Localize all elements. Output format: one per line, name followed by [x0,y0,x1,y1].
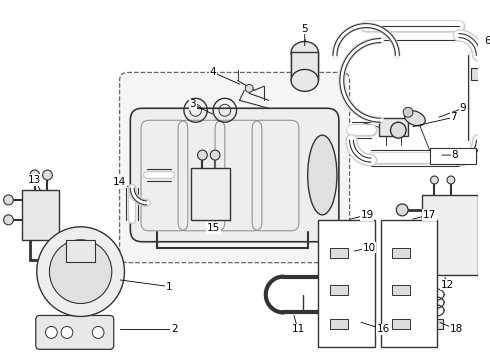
Circle shape [396,234,408,246]
Bar [349,319,365,329]
Text: 14: 14 [113,177,126,187]
Circle shape [428,259,435,267]
Circle shape [61,327,73,338]
FancyBboxPatch shape [130,108,339,242]
Text: 8: 8 [452,150,458,160]
Text: 17: 17 [423,210,436,220]
Bar [379,118,408,136]
Text: 15: 15 [206,223,220,233]
Text: 5: 5 [301,24,308,33]
Circle shape [335,247,345,257]
Bar [430,148,476,164]
Circle shape [391,122,406,138]
Text: 6: 6 [485,36,490,46]
Text: 19: 19 [361,210,374,220]
Text: 2: 2 [171,324,177,334]
Text: 12: 12 [441,280,454,289]
Bar [330,248,347,258]
Text: 10: 10 [363,243,376,253]
Text: 18: 18 [450,324,464,334]
Circle shape [349,259,357,267]
Circle shape [197,150,207,160]
Bar [330,285,347,294]
Circle shape [92,327,104,338]
Bar [422,195,478,275]
Circle shape [30,170,40,180]
Text: 4: 4 [210,67,217,77]
Circle shape [447,176,455,184]
Bar [191,168,230,220]
Bar [471,68,490,80]
Circle shape [43,170,52,180]
Bar [392,319,410,329]
Ellipse shape [347,271,355,285]
Bar [330,319,347,329]
Circle shape [49,240,112,303]
Ellipse shape [291,41,318,63]
FancyBboxPatch shape [120,72,349,263]
Ellipse shape [405,111,425,126]
Bar [392,248,410,258]
Bar [22,190,59,240]
Circle shape [3,215,13,225]
Bar [428,319,443,329]
Circle shape [3,195,13,205]
Circle shape [431,176,438,184]
Text: 9: 9 [459,103,466,113]
Bar [381,220,437,347]
Text: 7: 7 [451,112,457,122]
Circle shape [46,327,57,338]
Circle shape [396,204,408,216]
Circle shape [403,107,413,117]
Bar [392,285,410,294]
Text: 13: 13 [28,175,42,185]
FancyBboxPatch shape [36,315,114,349]
Text: 11: 11 [292,324,305,334]
Bar [66,240,95,262]
Text: 16: 16 [377,324,391,334]
Circle shape [210,150,220,160]
Text: 3: 3 [189,99,196,109]
Circle shape [330,242,349,262]
Bar [291,53,318,80]
Text: 1: 1 [166,282,172,292]
Circle shape [37,227,124,316]
Circle shape [245,84,253,92]
Bar [318,220,375,347]
Ellipse shape [426,271,434,285]
Ellipse shape [291,69,318,91]
Ellipse shape [308,135,337,215]
